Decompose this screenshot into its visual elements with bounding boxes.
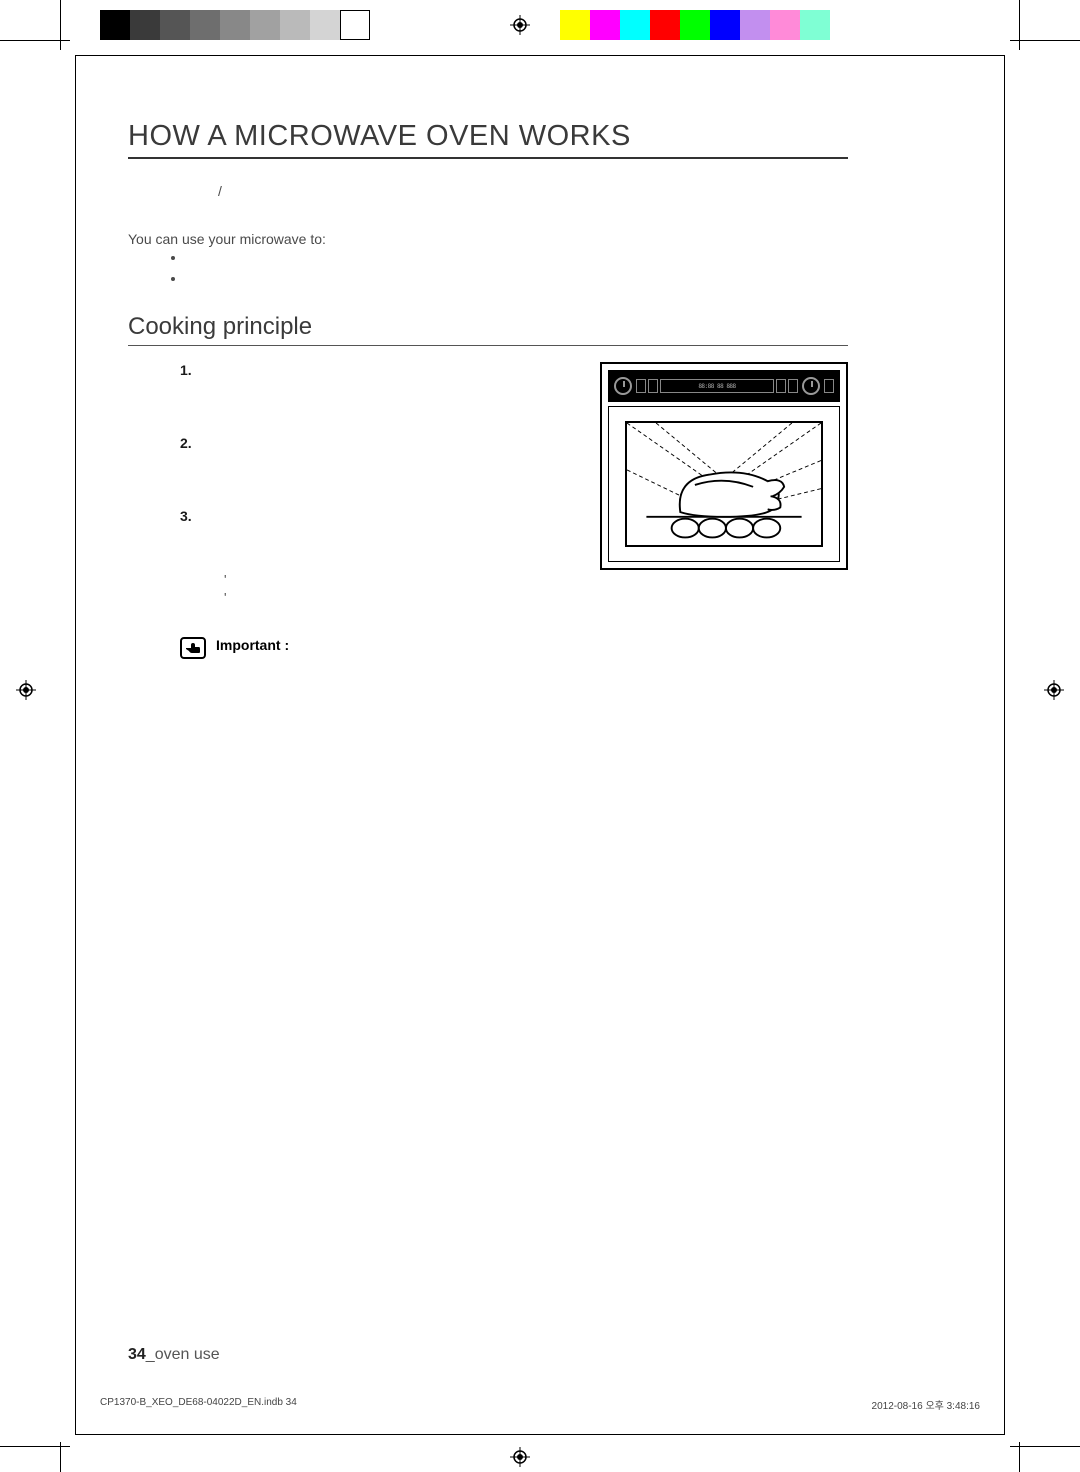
oven-diagram: 88:88 88 888 bbox=[600, 362, 848, 570]
list-item: 2. bbox=[128, 435, 528, 508]
sub-bullet: ' bbox=[224, 589, 528, 607]
dial-icon bbox=[614, 377, 632, 395]
print-imprint: CP1370-B_XEO_DE68-04022D_EN.indb 34 2012… bbox=[100, 1397, 980, 1412]
color-bar-right bbox=[560, 10, 830, 40]
oven-control-panel: 88:88 88 888 bbox=[608, 370, 840, 402]
registration-mark-icon bbox=[16, 680, 36, 700]
list-item: 1. bbox=[128, 362, 528, 435]
intro-text: / bbox=[128, 181, 848, 227]
sub-bullet: ' bbox=[224, 571, 528, 589]
page-title: HOW A MICROWAVE OVEN WORKS bbox=[128, 120, 848, 159]
oven-display: 88:88 88 888 bbox=[660, 379, 774, 393]
imprint-timestamp: 2012-08-16 오후 3:48:16 bbox=[872, 1397, 980, 1412]
imprint-file: CP1370-B_XEO_DE68-04022D_EN.indb 34 bbox=[100, 1397, 297, 1412]
page-content: HOW A MICROWAVE OVEN WORKS / You can use… bbox=[128, 120, 848, 659]
page-footer: 34_oven use bbox=[128, 1346, 220, 1364]
list-item: 3. bbox=[128, 508, 528, 571]
uses-list bbox=[186, 247, 848, 289]
color-bar-left bbox=[100, 10, 370, 40]
uses-label: You can use your microwave to: bbox=[128, 231, 848, 247]
dial-icon bbox=[802, 377, 820, 395]
registration-mark-icon bbox=[1044, 680, 1064, 700]
registration-mark-icon bbox=[510, 15, 530, 35]
section-title: Cooking principle bbox=[128, 313, 848, 346]
important-label: Important : bbox=[216, 637, 289, 653]
oven-door bbox=[608, 406, 840, 562]
list-item bbox=[186, 268, 848, 289]
hand-point-icon bbox=[180, 637, 206, 659]
registration-mark-icon bbox=[510, 1447, 530, 1467]
principle-list: 1. 2. 3. ' ' bbox=[128, 362, 528, 607]
list-item bbox=[186, 247, 848, 268]
important-note: Important : bbox=[180, 637, 848, 659]
